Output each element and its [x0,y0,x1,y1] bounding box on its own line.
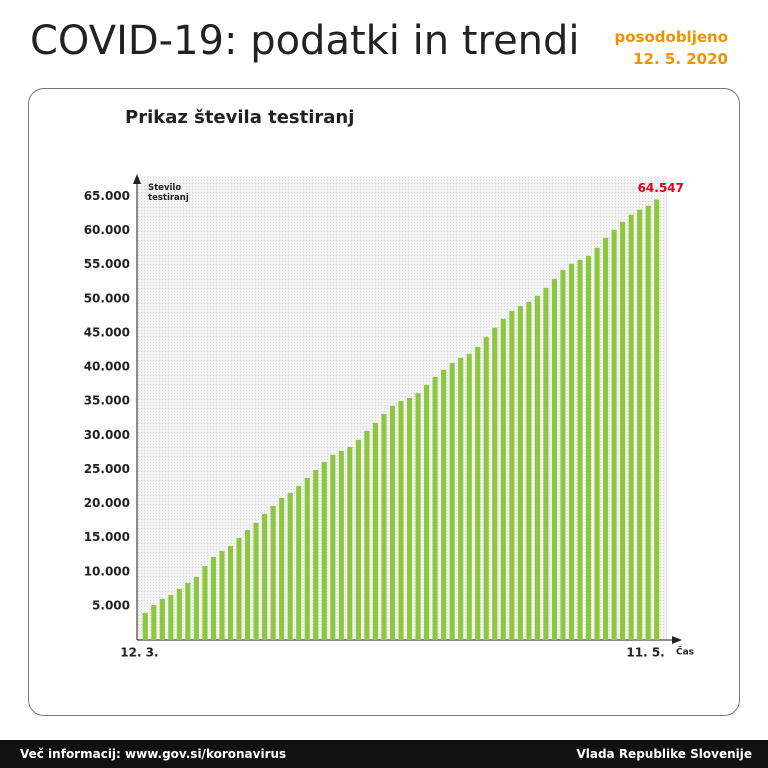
bar [381,413,387,640]
footer-gov: Vlada Republike Slovenije [576,747,752,761]
x-axis-title: Čas [676,646,694,658]
page-title: COVID-19: podatki in trendi [30,18,580,64]
bar [637,209,643,640]
bar [551,278,557,640]
bar [330,454,336,640]
bar [424,384,430,640]
footer: Več informacij: www.gov.si/koronavirus V… [0,740,768,768]
bar [338,450,344,640]
bar [364,430,370,640]
bar [526,301,532,640]
value-label: 64.547 [638,181,684,195]
update-info: posodobljeno 12. 5. 2020 [615,26,729,70]
bar [159,598,165,640]
y-tick-label: 55.000 [84,257,130,271]
x-tick-label: 11. 5. [626,646,664,660]
y-tick-label: 30.000 [84,428,130,442]
y-axis-arrow [133,174,141,184]
bar [219,550,225,640]
bar [355,439,361,640]
y-tick-label: 65.000 [84,189,130,203]
bar [185,582,191,640]
bar [313,469,319,640]
bar [441,369,447,640]
bar [517,305,523,640]
bar [176,588,182,640]
bar [534,295,540,640]
bar [543,287,549,640]
chart-title: Prikaz števila testiranj [125,107,354,128]
bar [151,604,157,640]
bar [611,229,617,640]
y-tick-label: 10.000 [84,564,130,578]
bar [287,492,293,640]
y-tick-label: 20.000 [84,496,130,510]
y-axis-title-box: Število testiranj [148,183,189,203]
bar [568,263,575,640]
y-tick-label: 15.000 [84,530,130,544]
bar [227,545,234,640]
bar [620,221,626,640]
y-tick-label: 5.000 [92,598,130,612]
bar [236,537,242,640]
bar [372,422,378,640]
bar [304,477,310,640]
y-tick-label: 35.000 [84,394,130,408]
bar [603,237,609,641]
y-tick-label: 50.000 [84,291,130,305]
bar [193,576,199,640]
bar [168,594,174,640]
bar [270,505,276,640]
bar [585,255,592,640]
bar [389,405,396,640]
bar [492,327,498,640]
bar [253,522,259,640]
x-axis-arrow [672,636,682,644]
bar [475,346,481,640]
bar [415,392,421,640]
bar [279,497,285,640]
bar [560,269,566,640]
bar [483,336,489,640]
bar [296,485,302,640]
chart-card [28,88,740,716]
bar [577,259,583,640]
y-tick-label: 60.000 [84,223,130,237]
bar [458,357,464,640]
y-tick-label: 25.000 [84,462,130,476]
chart: Prikaz števila testiranj Število testira… [84,107,694,660]
y-tick-label: 40.000 [84,360,130,374]
bar [645,205,651,640]
bar [628,214,634,641]
bar [142,612,148,640]
bar [398,400,404,640]
bar [509,310,515,640]
bar [321,461,327,640]
update-label: posodobljeno [614,28,729,46]
bar [500,318,506,640]
y-axis-title: Število testiranj [148,183,189,203]
bar [449,362,455,640]
bar [202,565,208,640]
y-tick-label: 45.000 [84,325,130,339]
bar [347,446,353,640]
bar [654,199,660,640]
bar [406,397,413,640]
bar [466,353,472,640]
bar [210,556,217,640]
footer-info: Več informacij: www.gov.si/koronavirus [20,747,287,761]
bar [594,247,600,641]
bar [245,529,251,640]
x-tick-label: 12. 3. [120,646,158,660]
bar [262,513,268,640]
update-date: 12. 5. 2020 [633,50,728,68]
bar [432,376,438,640]
